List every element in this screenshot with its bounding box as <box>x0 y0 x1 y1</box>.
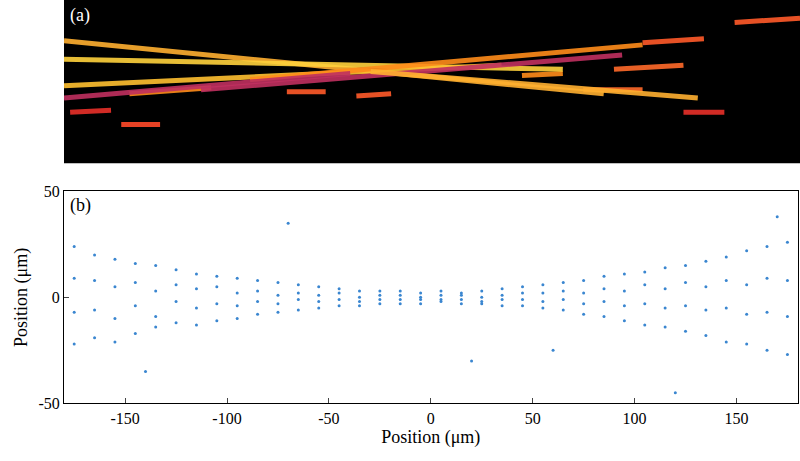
svg-text:0: 0 <box>427 410 435 427</box>
svg-text:(a): (a) <box>70 5 90 26</box>
svg-text:50: 50 <box>44 183 60 200</box>
svg-text:0: 0 <box>52 289 60 306</box>
svg-text:Position (μm): Position (μm) <box>381 427 480 448</box>
svg-text:-150: -150 <box>110 410 139 427</box>
svg-text:150: 150 <box>724 410 748 427</box>
svg-text:-50: -50 <box>318 410 339 427</box>
svg-text:-100: -100 <box>212 410 241 427</box>
svg-text:-50: -50 <box>38 395 59 412</box>
svg-text:(b): (b) <box>70 195 91 216</box>
svg-text:Position (μm): Position (μm) <box>11 248 32 347</box>
svg-text:100: 100 <box>623 410 647 427</box>
svg-text:50: 50 <box>525 410 541 427</box>
